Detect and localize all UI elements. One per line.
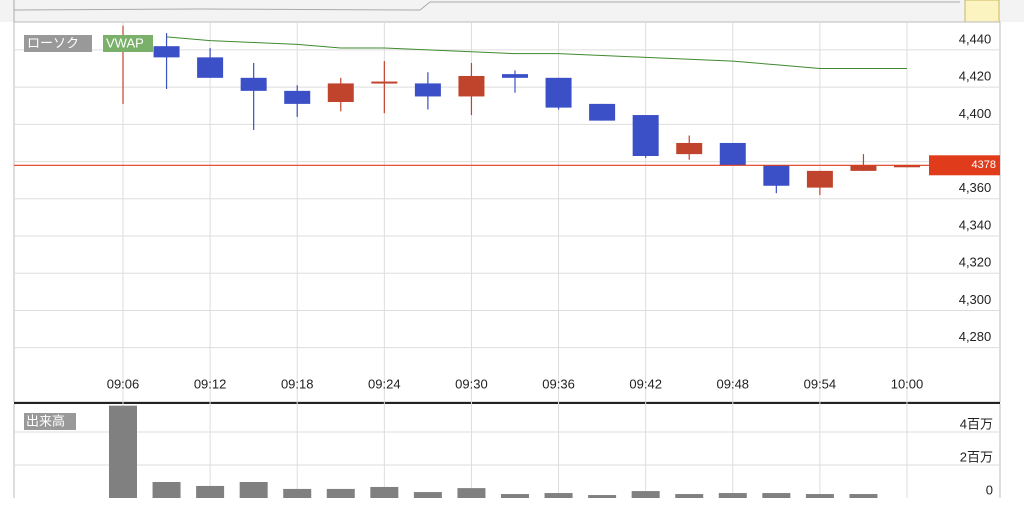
x-tick-label: 09:24 xyxy=(368,376,401,391)
volume-bar xyxy=(675,494,704,498)
volume-bar xyxy=(326,488,355,498)
y-tick-label: 4百万 xyxy=(960,416,993,431)
x-tick-label: 09:54 xyxy=(804,376,837,391)
volume-bar xyxy=(109,405,137,498)
candle-body xyxy=(545,77,572,108)
volume-bar xyxy=(718,493,747,498)
candle-body xyxy=(197,57,224,78)
volume-bar xyxy=(283,488,312,498)
y-tick-label: 4,340 xyxy=(959,217,992,232)
x-tick-label: 09:42 xyxy=(629,376,662,391)
x-tick-label: 09:18 xyxy=(281,376,314,391)
y-tick-label: 4,440 xyxy=(959,31,992,46)
x-tick-label: 09:06 xyxy=(107,376,140,391)
last-price-box xyxy=(929,155,1000,176)
y-tick-label: 4,280 xyxy=(959,329,992,344)
legend-tag xyxy=(103,35,153,52)
y-tick-label: 4,320 xyxy=(959,255,992,270)
x-tick-label: 09:48 xyxy=(717,376,750,391)
volume-bar xyxy=(239,482,268,498)
volume-title: 出来高 xyxy=(26,413,65,428)
candle-body xyxy=(327,83,354,103)
x-tick-label: 10:00 xyxy=(891,376,924,391)
candle-body xyxy=(458,75,485,97)
candle-body xyxy=(589,103,616,121)
candle-body xyxy=(850,165,877,171)
candle-body xyxy=(632,115,659,156)
candle-body xyxy=(240,77,267,91)
y-tick-label: 0 xyxy=(986,482,993,497)
volume-bar xyxy=(849,494,878,498)
volume-bar xyxy=(501,494,529,498)
volume-tag xyxy=(24,413,76,430)
y-tick-label: 2百万 xyxy=(960,449,993,464)
volume-bar xyxy=(588,495,617,498)
y-tick-label: 4,360 xyxy=(959,180,992,195)
legend-label: ローソク xyxy=(27,35,79,50)
volume-bar xyxy=(631,491,660,498)
candle-body xyxy=(153,46,180,58)
x-tick-label: 09:36 xyxy=(542,376,575,391)
volume-bar xyxy=(762,493,791,498)
y-tick-label: 4,420 xyxy=(959,69,992,84)
volume-bar xyxy=(544,493,573,498)
candle-body xyxy=(676,142,703,155)
volume-bar xyxy=(370,486,399,498)
volume-bar xyxy=(413,492,442,498)
candle-body xyxy=(414,83,441,97)
legend-label: VWAP xyxy=(106,35,144,50)
candle-body xyxy=(719,142,746,166)
vwap-line xyxy=(166,36,907,70)
y-tick-label: 4,300 xyxy=(959,292,992,307)
navigator-line xyxy=(13,1,960,11)
volume-bar xyxy=(196,485,225,498)
candle-body xyxy=(806,170,833,188)
volume-bar xyxy=(152,482,181,498)
legend-tag xyxy=(24,35,92,52)
volume-bar xyxy=(805,494,834,498)
price-panel xyxy=(13,21,1001,403)
last-price-label: 4378 xyxy=(972,159,996,171)
navigator xyxy=(0,0,1024,22)
candle-body xyxy=(894,165,920,168)
navigator-handle[interactable] xyxy=(964,0,1000,23)
candle-body xyxy=(502,74,528,78)
volume-bar xyxy=(457,488,486,498)
x-tick-label: 09:30 xyxy=(455,376,488,391)
x-tick-label: 09:12 xyxy=(194,376,227,391)
candle-body xyxy=(371,81,398,84)
candle-body xyxy=(763,165,790,186)
y-tick-label: 4,400 xyxy=(959,106,992,121)
candle-body xyxy=(284,90,311,104)
